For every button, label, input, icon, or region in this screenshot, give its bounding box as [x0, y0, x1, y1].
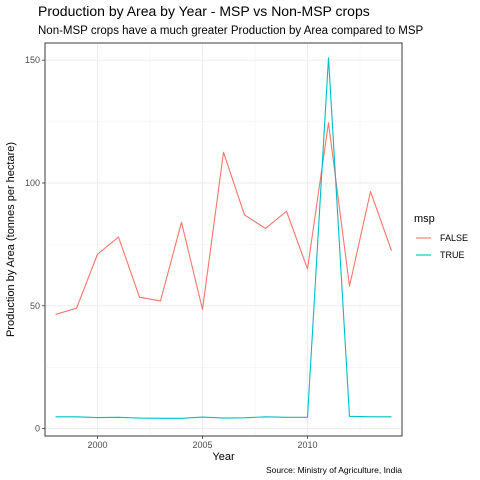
- y-axis: 0 50 100 150: [25, 55, 45, 434]
- legend-label-false: FALSE: [440, 233, 468, 243]
- grid-major: [45, 43, 402, 436]
- legend: msp FALSE TRUE: [414, 213, 468, 260]
- x-tick-label: 2000: [87, 440, 107, 450]
- y-tick-label: 50: [30, 301, 40, 311]
- x-axis: 2000 2005 2010: [87, 436, 318, 450]
- y-tick-label: 100: [25, 178, 40, 188]
- y-axis-title: Production by Area (tonnes per hectare): [5, 142, 17, 337]
- x-tick-label: 2010: [297, 440, 317, 450]
- chart-caption: Source: Ministry of Agriculture, India: [266, 465, 402, 475]
- x-axis-title: Year: [212, 451, 235, 463]
- y-tick-label: 150: [25, 55, 40, 65]
- series-line-true: [55, 57, 392, 419]
- legend-title: msp: [414, 213, 435, 225]
- chart-subtitle: Non-MSP crops have a much greater Produc…: [38, 25, 424, 37]
- plot-border: [44, 42, 403, 437]
- legend-label-true: TRUE: [440, 250, 465, 260]
- series-lines: [55, 57, 393, 419]
- chart-title: Production by Area by Year - MSP vs Non-…: [38, 3, 370, 19]
- x-tick-label: 2005: [192, 440, 212, 450]
- y-tick-label: 0: [35, 424, 40, 434]
- plot-panel: [44, 42, 403, 437]
